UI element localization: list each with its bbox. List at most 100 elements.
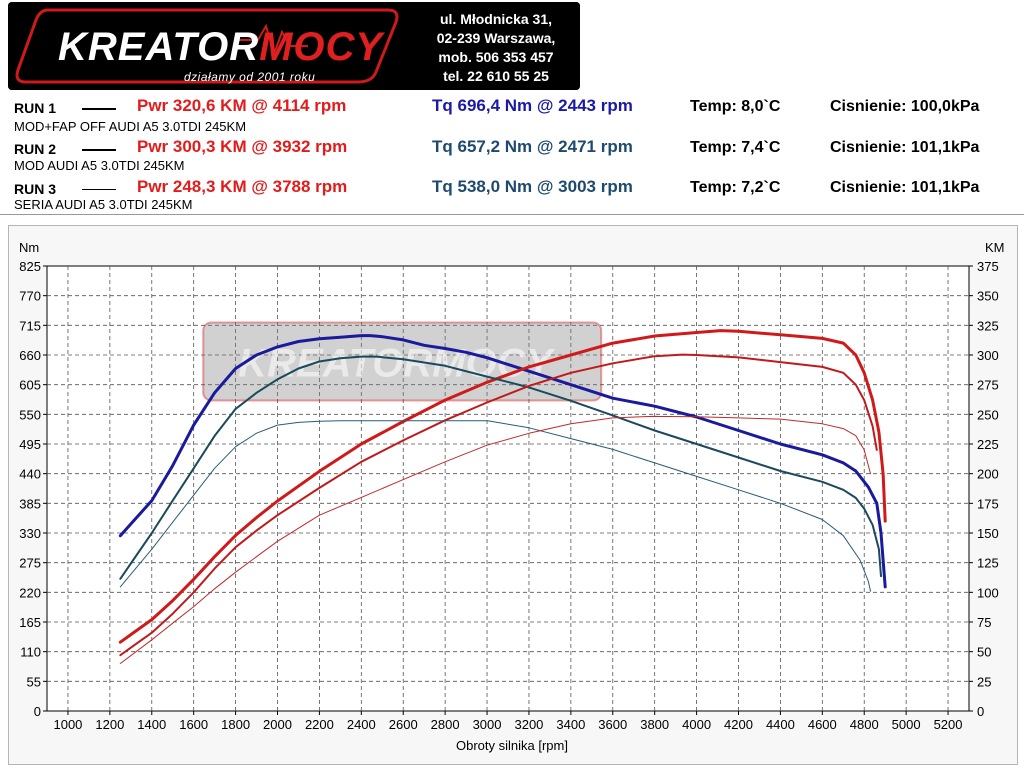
y-left-tick-label: 55 — [27, 674, 41, 689]
dyno-chart-frame: KREATORMOCY 1000 1200 1400 1600 1800 2000 2200 2… — [8, 225, 1018, 765]
y-left-tick-label: 0 — [34, 704, 41, 719]
run-torque-peak: Tq 657,2 Nm @ 2471 rpm — [432, 137, 633, 156]
run-3-power-curve — [119, 415, 871, 664]
y-left-tick-label: 440 — [19, 467, 41, 482]
run-2-torque-curve — [119, 355, 882, 580]
y-left-axis-label: Nm — [19, 240, 39, 255]
y-right-tick-label: 275 — [977, 378, 999, 393]
x-tick-label: 2200 — [305, 717, 334, 732]
run-line-sample — [82, 149, 116, 151]
x-tick-label: 1000 — [53, 717, 82, 732]
logo-text: KREATORMOCY — [58, 25, 385, 69]
x-tick-label: 4400 — [766, 717, 795, 732]
y-right-tick-label: 0 — [977, 704, 984, 719]
x-tick-label: 4000 — [682, 717, 711, 732]
y-right-tick-label: 375 — [977, 259, 999, 274]
logo-text-part2: MOCY — [259, 25, 385, 69]
y-right-tick-label: 50 — [977, 645, 991, 660]
run-3-torque-curve — [119, 420, 871, 592]
run-label: RUN 3 — [14, 181, 57, 197]
x-tick-label: 1800 — [221, 717, 250, 732]
x-tick-label: 2600 — [389, 717, 418, 732]
y-left-tick-label: 385 — [19, 496, 41, 511]
logo-graphic: KREATORMOCY — [8, 2, 580, 90]
contact-city: 02-239 Warszawa, — [436, 30, 556, 46]
x-tick-label: 2800 — [431, 717, 460, 732]
y-left-tick-label: 550 — [19, 407, 41, 422]
run-torque-peak: Tq 696,4 Nm @ 2443 rpm — [432, 96, 633, 115]
run-pressure: Cisnienie: 100,0kPa — [830, 98, 980, 115]
x-tick-label: 5000 — [892, 717, 921, 732]
y-left-tick-label: 220 — [19, 585, 41, 600]
y-right-tick-label: 350 — [977, 289, 999, 304]
y-left-tick-label: 275 — [19, 556, 41, 571]
y-right-tick-label: 300 — [977, 348, 999, 363]
y-left-tick-label: 825 — [19, 259, 41, 274]
x-tick-label: 2400 — [347, 717, 376, 732]
x-tick-label: 3200 — [514, 717, 543, 732]
x-axis-label: Obroty silnika [rpm] — [456, 738, 568, 753]
contact-info: ul. Młodnicka 31, 02-239 Warszawa, mob. … — [408, 10, 580, 86]
y-left-tick-label: 330 — [19, 526, 41, 541]
x-tick-label: 3800 — [640, 717, 669, 732]
x-tick-label: 4600 — [808, 717, 837, 732]
plot-area — [46, 265, 970, 712]
run-temperature: Temp: 8,0`C — [690, 98, 781, 115]
y-right-tick-label: 325 — [977, 318, 999, 333]
x-tick-label: 2000 — [263, 717, 292, 732]
x-tick-label: 1600 — [179, 717, 208, 732]
run-torque-peak: Tq 538,0 Nm @ 3003 rpm — [432, 177, 633, 196]
x-tick-label: 5200 — [934, 717, 963, 732]
y-right-tick-label: 250 — [977, 407, 999, 422]
run-pressure: Cisnienie: 101,1kPa — [830, 139, 980, 156]
y-left-tick-label: 715 — [19, 318, 41, 333]
contact-address: ul. Młodnicka 31, — [439, 11, 553, 27]
y-right-tick-label: 225 — [977, 437, 999, 452]
contact-mobile: mob. 506 353 457 — [438, 49, 554, 65]
run-description: MOD+FAP OFF AUDI A5 3.0TDI 245KM — [14, 119, 247, 134]
run-row-3: RUN 3 Pwr 248,3 KM @ 3788 rpm Tq 538,0 N… — [0, 177, 1024, 221]
run-label: RUN 1 — [14, 100, 57, 116]
y-right-tick-label: 150 — [977, 526, 999, 541]
x-tick-label: 4200 — [724, 717, 753, 732]
logo-tagline: działamy od 2001 roku — [184, 70, 316, 84]
x-tick-label: 3400 — [556, 717, 585, 732]
logo-banner: KREATORMOCY działamy od 2001 roku ul. Mł… — [8, 2, 580, 90]
run-1-torque-curve — [118, 334, 887, 589]
y-left-tick-label: 770 — [19, 289, 41, 304]
y-left-tick-label: 110 — [20, 645, 41, 660]
run-description: SERIA AUDI A5 3.0TDI 245KM — [14, 197, 193, 212]
y-right-tick-label: 75 — [977, 615, 991, 630]
logo-text-part1: KREATOR — [58, 25, 259, 69]
y-left-tick-label: 495 — [19, 437, 41, 452]
x-tick-label: 1200 — [95, 717, 124, 732]
y-right-tick-label: 200 — [977, 467, 999, 482]
run-2-power-curve — [119, 353, 878, 657]
run-row-1: RUN 1 Pwr 320,6 KM @ 4114 rpm Tq 696,4 N… — [0, 96, 1024, 140]
y-left-tick-label: 660 — [19, 348, 41, 363]
run-row-2: RUN 2 Pwr 300,3 KM @ 3932 rpm Tq 657,2 N… — [0, 137, 1024, 181]
contact-phone: tel. 22 610 55 25 — [443, 68, 549, 84]
run-line-sample — [82, 108, 116, 110]
run-label: RUN 2 — [14, 141, 57, 157]
header-separator — [0, 214, 1024, 215]
y-right-tick-label: 100 — [977, 585, 999, 600]
run-1-power-curve — [118, 329, 887, 644]
y-right-tick-label: 175 — [977, 496, 999, 511]
run-temperature: Temp: 7,4`C — [690, 139, 781, 156]
run-power-peak: Pwr 300,3 KM @ 3932 rpm — [137, 137, 348, 156]
y-right-tick-label: 25 — [977, 674, 991, 689]
y-left-tick-label: 165 — [19, 615, 41, 630]
y-right-tick-label: 125 — [977, 556, 999, 571]
x-tick-label: 4800 — [850, 717, 879, 732]
run-temperature: Temp: 7,2`C — [690, 179, 781, 196]
x-tick-label: 3600 — [598, 717, 627, 732]
run-power-peak: Pwr 248,3 KM @ 3788 rpm — [137, 177, 348, 196]
run-description: MOD AUDI A5 3.0TDI 245KM — [14, 158, 185, 173]
run-line-sample — [82, 189, 116, 190]
run-power-peak: Pwr 320,6 KM @ 4114 rpm — [137, 96, 347, 115]
y-left-tick-label: 605 — [19, 378, 41, 393]
x-tick-label: 1400 — [137, 717, 166, 732]
y-right-axis-label: KM — [985, 240, 1005, 255]
